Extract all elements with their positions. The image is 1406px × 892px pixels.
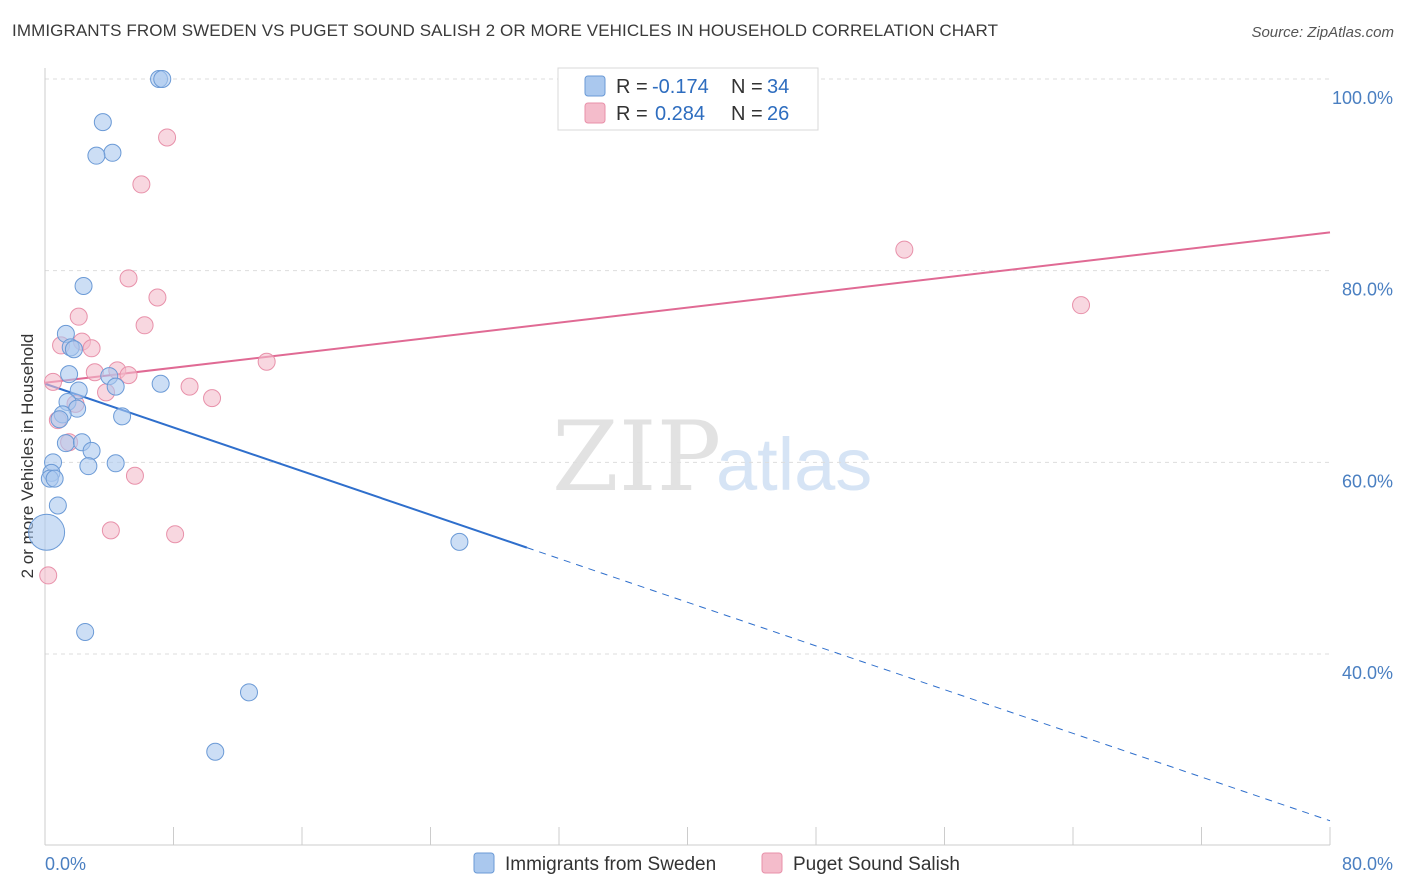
y-tick-labels: 100.0% 80.0% 60.0% 40.0% xyxy=(1332,88,1393,683)
legend-n-label-1: N = xyxy=(731,76,763,98)
data-point-salish xyxy=(203,389,222,408)
data-point-sweden xyxy=(106,377,125,396)
data-point-sweden xyxy=(87,146,106,165)
series-puget-sound-salish xyxy=(39,128,1091,585)
data-point-salish xyxy=(135,316,154,335)
data-point-sweden xyxy=(206,742,225,761)
series-legend: Immigrants from Sweden Puget Sound Salis… xyxy=(473,852,960,875)
legend-r-label-1: R = xyxy=(616,76,648,98)
bottom-legend-swatch-pink xyxy=(761,852,783,874)
legend-n-value-1: 34 xyxy=(767,76,789,98)
gridlines xyxy=(45,78,1330,655)
y-axis-title: 2 or more Vehicles in Household xyxy=(18,334,37,579)
y-tick-label: 60.0% xyxy=(1342,471,1393,491)
source-label: Source: ZipAtlas.com xyxy=(1251,24,1394,41)
legend-n-label-2: N = xyxy=(731,103,763,125)
data-point-salish xyxy=(125,466,144,485)
data-point-salish xyxy=(1072,296,1091,315)
data-point-sweden xyxy=(106,454,125,473)
correlation-legend: R = -0.174 N = 34 R = 0.284 N = 26 xyxy=(557,67,819,131)
data-point-sweden xyxy=(93,113,112,132)
data-point-salish xyxy=(44,372,63,391)
data-point-sweden xyxy=(64,340,83,359)
y-tick-label: 100.0% xyxy=(1332,88,1393,108)
data-point-salish xyxy=(82,339,101,358)
data-point-sweden xyxy=(56,434,75,453)
legend-r-label-2: R = xyxy=(616,103,648,125)
data-point-sweden xyxy=(153,70,172,88)
data-point-sweden xyxy=(60,365,79,384)
legend-r-value-2: 0.284 xyxy=(655,103,705,125)
data-point-sweden xyxy=(79,457,98,476)
legend-swatch-blue xyxy=(584,75,606,97)
data-point-sweden xyxy=(50,410,69,429)
series-immigrants-from-sweden xyxy=(28,70,469,761)
trend-lines xyxy=(44,231,1331,822)
chart-title: IMMIGRANTS FROM SWEDEN VS PUGET SOUND SA… xyxy=(12,21,999,40)
trend-line-sweden-extrapolated xyxy=(526,547,1331,822)
data-point-salish xyxy=(158,128,177,147)
data-point-salish xyxy=(119,269,138,288)
data-point-salish xyxy=(101,521,120,540)
data-point-sweden xyxy=(69,381,88,400)
legend-swatch-pink xyxy=(584,102,606,124)
data-point-salish xyxy=(148,288,167,307)
data-point-salish xyxy=(166,525,185,544)
y-tick-label: 80.0% xyxy=(1342,280,1393,300)
data-point-sweden xyxy=(450,532,469,551)
legend-r-value-1: -0.174 xyxy=(652,76,709,98)
data-point-sweden xyxy=(45,469,64,488)
data-point-sweden xyxy=(76,622,95,641)
watermark-zip: ZIP xyxy=(552,401,721,513)
trend-line-salish xyxy=(44,231,1331,384)
data-point-sweden xyxy=(103,143,122,162)
data-point-sweden xyxy=(113,407,132,426)
data-point-sweden xyxy=(28,513,66,551)
data-point-salish xyxy=(69,307,88,326)
data-point-salish xyxy=(257,352,276,371)
data-point-sweden xyxy=(82,441,101,460)
data-point-sweden xyxy=(74,277,93,295)
data-point-salish xyxy=(180,377,199,396)
y-tick-label: 40.0% xyxy=(1342,663,1393,683)
legend-n-value-2: 26 xyxy=(767,103,789,125)
bottom-legend-label-blue: Immigrants from Sweden xyxy=(505,854,716,875)
x-ticks xyxy=(44,827,1331,845)
data-point-sweden xyxy=(151,374,170,393)
data-point-salish xyxy=(895,240,914,259)
watermark: ZIP atlas xyxy=(552,401,872,513)
data-point-salish xyxy=(119,366,138,385)
x-tick-label-max: 80.0% xyxy=(1342,854,1393,874)
bottom-legend-label-pink: Puget Sound Salish xyxy=(793,854,960,875)
watermark-atlas: atlas xyxy=(716,423,872,506)
data-point-salish xyxy=(39,566,58,585)
data-point-sweden xyxy=(48,496,67,515)
x-tick-label-min: 0.0% xyxy=(45,854,86,874)
data-point-salish xyxy=(132,175,151,194)
bottom-legend-swatch-blue xyxy=(473,852,495,874)
data-point-sweden xyxy=(239,683,258,702)
